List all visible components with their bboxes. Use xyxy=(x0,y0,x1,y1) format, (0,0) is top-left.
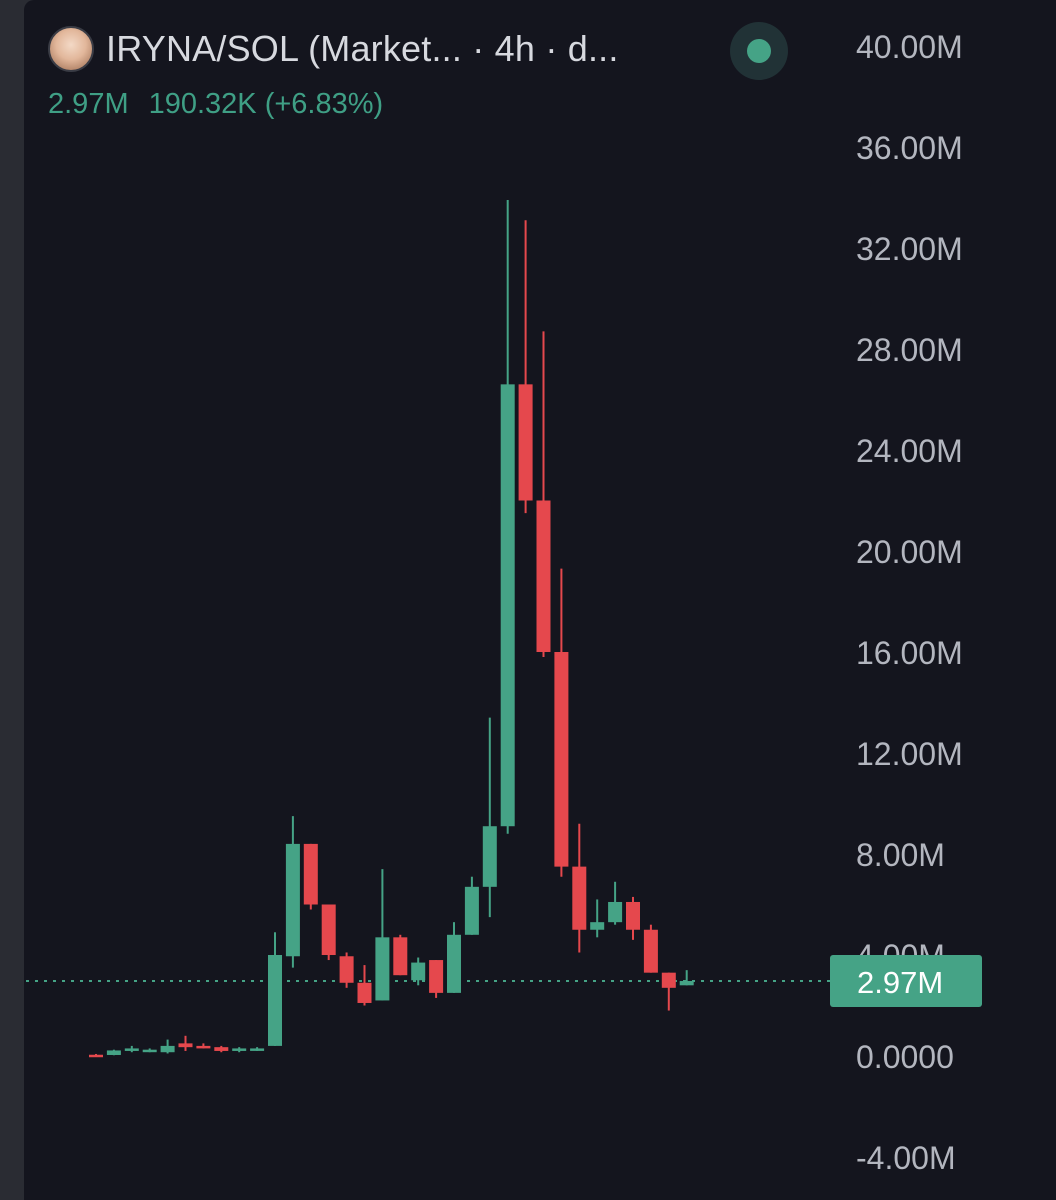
token-avatar[interactable] xyxy=(48,26,94,72)
candle-down[interactable] xyxy=(554,652,569,867)
y-tick-label: 0.0000 xyxy=(856,1039,954,1075)
candle-down[interactable] xyxy=(214,1047,229,1051)
last-price-badge-label: 2.97M xyxy=(857,965,943,1000)
candle-up[interactable] xyxy=(482,826,497,887)
candle-down[interactable] xyxy=(643,929,658,973)
candle-up[interactable] xyxy=(608,901,623,923)
candle-up[interactable] xyxy=(106,1050,121,1055)
y-tick-label: 20.00M xyxy=(856,534,963,570)
candle-down[interactable] xyxy=(303,843,318,905)
symbol-title[interactable]: IRYNA/SOL (Market... · 4h · d... xyxy=(106,28,619,69)
candle-up[interactable] xyxy=(142,1049,157,1053)
candle-up[interactable] xyxy=(268,955,282,1046)
price-change: 190.32K (+6.83%) xyxy=(148,88,384,120)
y-tick-label: 12.00M xyxy=(856,736,963,772)
candle-down[interactable] xyxy=(357,982,372,1003)
last-price-badge: 2.97M xyxy=(830,955,982,1008)
candle-up[interactable] xyxy=(464,886,479,935)
y-tick-label: 36.00M xyxy=(856,130,963,166)
candle-up[interactable] xyxy=(679,981,694,986)
candle-down[interactable] xyxy=(196,1045,211,1049)
candle-down[interactable] xyxy=(339,956,354,983)
candles-group xyxy=(89,200,694,1058)
y-tick-label: 8.00M xyxy=(856,837,945,873)
candle-down[interactable] xyxy=(626,901,640,930)
y-tick-label: 32.00M xyxy=(856,231,963,267)
candle-up[interactable] xyxy=(411,962,426,981)
y-tick-label: 28.00M xyxy=(856,332,963,368)
candle-down[interactable] xyxy=(89,1054,103,1058)
candle-down[interactable] xyxy=(661,972,676,988)
candle-up[interactable] xyxy=(285,843,300,957)
candle-up[interactable] xyxy=(250,1048,265,1051)
y-tick-label: 40.00M xyxy=(856,29,963,65)
candle-up[interactable] xyxy=(447,934,461,993)
candle-down[interactable] xyxy=(321,904,336,956)
candle-down[interactable] xyxy=(518,384,533,501)
last-value: 2.97M xyxy=(48,88,129,120)
market-status-indicator[interactable] xyxy=(730,22,788,80)
candle-down[interactable] xyxy=(429,960,444,993)
chart-header: IRYNA/SOL (Market... · 4h · d... xyxy=(48,26,619,72)
candle-up[interactable] xyxy=(124,1048,139,1051)
candle-up[interactable] xyxy=(590,922,605,930)
y-tick-label: -4.00M xyxy=(856,1140,956,1176)
price-summary: 2.97M 190.32K (+6.83%) xyxy=(48,88,383,121)
y-tick-label: 24.00M xyxy=(856,433,963,469)
last-price-badge-bg xyxy=(830,955,982,1008)
candle-down[interactable] xyxy=(572,866,587,930)
y-tick-label: 16.00M xyxy=(856,635,963,671)
candle-up[interactable] xyxy=(500,384,515,827)
candle-down[interactable] xyxy=(536,500,551,653)
candle-up[interactable] xyxy=(160,1045,175,1053)
candle-up[interactable] xyxy=(375,937,390,1001)
candle-down[interactable] xyxy=(393,937,408,976)
status-dot-icon xyxy=(747,39,771,63)
candle-up[interactable] xyxy=(232,1048,247,1051)
candle-down[interactable] xyxy=(178,1043,193,1048)
